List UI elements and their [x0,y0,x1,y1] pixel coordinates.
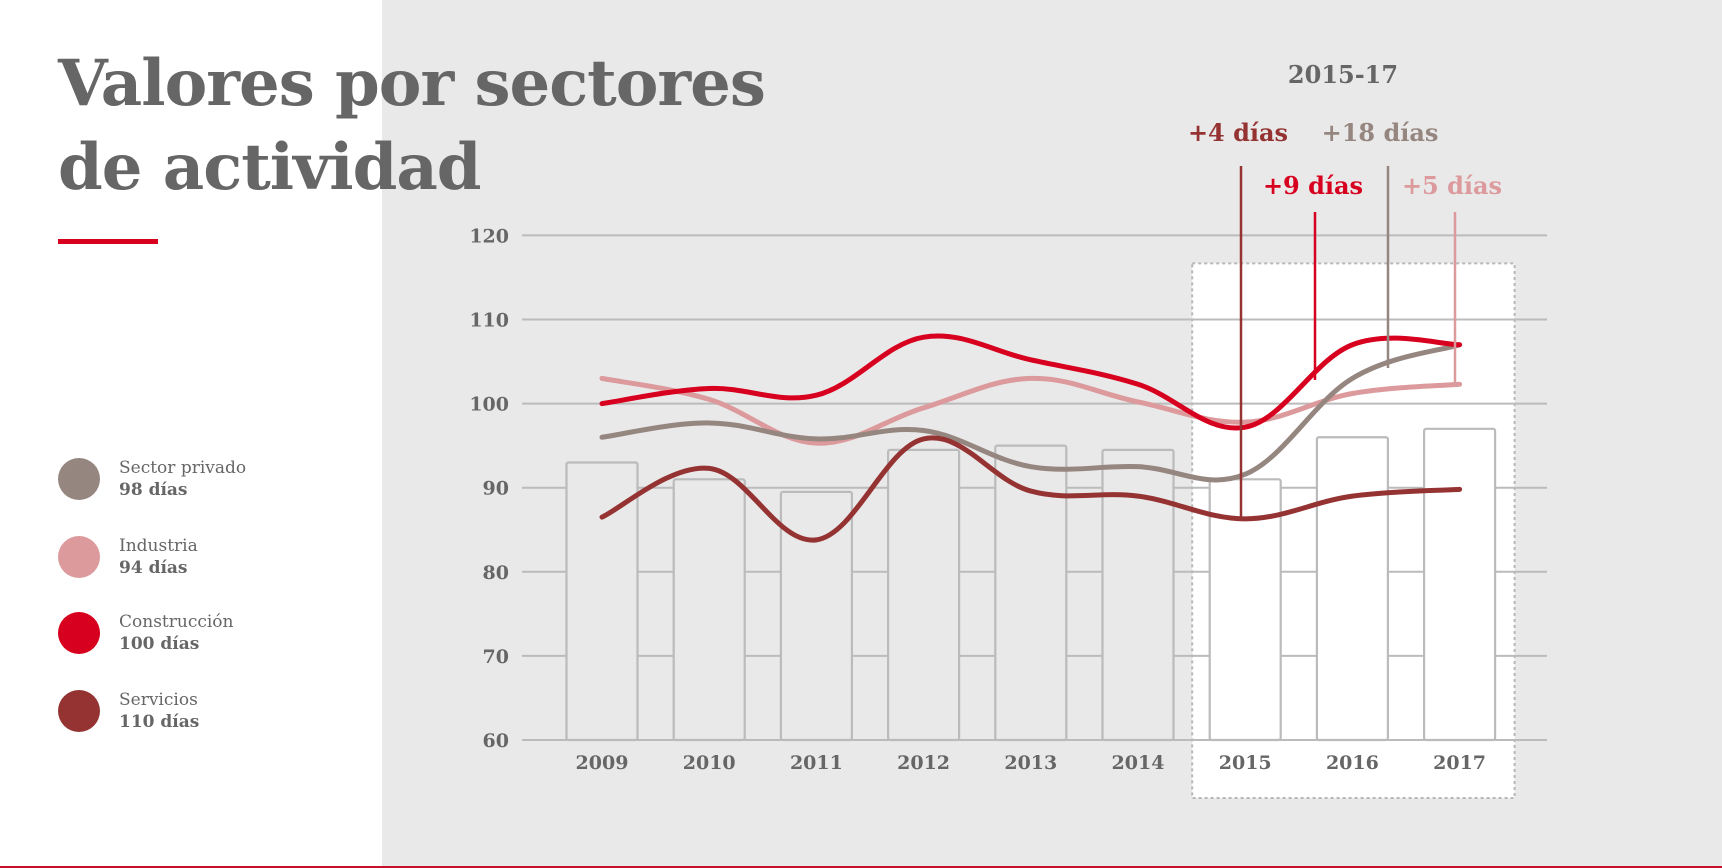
x-tick-label: 2015 [1219,752,1272,774]
legend-value: 110 días [119,712,200,732]
bar-2011 [779,490,854,742]
bar-2013 [994,444,1068,742]
legend-name: Sector privado [119,458,247,478]
legend-name: Industria [119,536,198,556]
highlight-period-label: 2015-17 [1288,60,1398,89]
bar-2010 [672,478,746,742]
bar-2016 [1315,436,1390,742]
bar-2017 [1422,427,1497,742]
x-tick-label: 2011 [790,752,843,774]
bar-2012 [886,448,961,742]
annotation-label: +4 días [1188,118,1288,147]
bar-2009 [565,461,639,742]
x-tick-label: 2017 [1433,752,1486,774]
x-tick-label: 2009 [576,752,629,774]
legend-value: 94 días [119,558,188,578]
legend-name: Servicios [119,690,198,710]
bottom-rule [0,866,1722,868]
x-tick-label: 2016 [1326,752,1379,774]
x-tick-label: 2010 [683,752,736,774]
x-tick-label: 2013 [1004,752,1057,774]
x-tick-label: 2014 [1112,752,1165,774]
title-accent-bar [58,239,158,244]
legend-name: Construcción [119,612,234,632]
series-line-construccion [599,333,1463,431]
bar-2015 [1208,478,1282,742]
annotation-label: +9 días [1263,171,1363,200]
y-tick-label: 60 [483,730,509,752]
legend-swatch-construccion [58,612,100,654]
y-tick-label: 120 [469,225,509,247]
bar-2014 [1101,448,1175,742]
page-title: Valores por sectores de actividad [58,42,766,210]
series-line-industria [599,375,1463,446]
y-tick-label: 80 [483,562,509,584]
legend-swatch-industria [58,536,100,578]
series-line-sector-privado [599,342,1463,483]
legend-value: 98 días [119,480,188,500]
y-tick-label: 90 [483,478,509,500]
legend-value: 100 días [119,634,200,654]
y-tick-label: 100 [469,394,509,416]
title-line-1: Valores por sectores [58,46,766,121]
x-tick-label: 2012 [897,752,950,774]
y-tick-label: 70 [483,646,509,668]
y-tick-label: 110 [469,310,509,332]
annotation-label: +18 días [1322,118,1439,147]
series-line-servicios [599,435,1463,543]
title-line-2: de actividad [58,130,482,205]
legend-swatch-servicios [58,690,100,732]
annotation-label: +5 días [1402,171,1502,200]
legend-swatch-sector-privado [58,458,100,500]
